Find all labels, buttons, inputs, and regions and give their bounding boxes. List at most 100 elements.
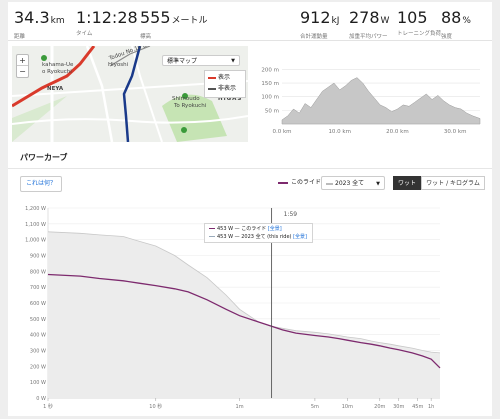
stat-training-load-label: トレーニング負荷 bbox=[397, 31, 442, 37]
rail-line bbox=[109, 46, 151, 67]
power-y-tick: 300 W bbox=[30, 349, 46, 355]
stat-weighted-power-unit: W bbox=[380, 16, 390, 26]
power-y-tick: 400 W bbox=[30, 333, 46, 339]
power-y-tick: 200 W bbox=[30, 364, 46, 370]
stat-distance-value: 34.3 bbox=[14, 8, 50, 27]
tooltip-best-text: 453 W — 2023 全て (this ride) bbox=[217, 234, 292, 240]
stat-time: 1:12:28 タイム bbox=[76, 8, 138, 38]
stat-energy-value: 912 bbox=[300, 8, 331, 27]
stats-bar: 34.3km 距離 1:12:28 タイム 555メートル 標高 912kJ 合… bbox=[8, 2, 492, 41]
elevation-svg: 200 m 150 m 100 m 50 m 0.0 km 10.0 km 20.0 km 3… bbox=[261, 67, 481, 135]
watt-per-kg-toggle[interactable]: ワット / キログラム bbox=[421, 176, 485, 190]
tooltip-row-ride: 453 W — このライド [全景] bbox=[209, 225, 282, 233]
legend-show-label: 表示 bbox=[218, 74, 231, 81]
cursor-time-label: 1:59 bbox=[284, 211, 298, 218]
stat-energy: 912kJ 合計運動量 bbox=[300, 8, 340, 41]
map-label: Shimoudo bbox=[172, 96, 200, 102]
power-y-tick: 0 W bbox=[36, 396, 46, 402]
elevation-y-tick: 200 m bbox=[261, 67, 279, 73]
power-x-tick: 30m bbox=[393, 404, 404, 410]
power-y-tick: 1,000 W bbox=[25, 238, 46, 244]
legend-hide-label: 非表示 bbox=[218, 85, 237, 92]
stat-time-value: 1:12:28 bbox=[76, 8, 138, 27]
stat-time-label: タイム bbox=[76, 31, 93, 37]
ride-legend: このライド bbox=[278, 178, 321, 188]
season-best-line bbox=[47, 231, 441, 354]
ride-legend-label: このライド bbox=[291, 179, 322, 186]
street bbox=[131, 46, 163, 142]
map-label: o Ryokuchi bbox=[42, 69, 72, 75]
watt-toggle[interactable]: ワット bbox=[393, 176, 421, 190]
stat-intensity-unit: % bbox=[462, 16, 471, 26]
tooltip-best-link[interactable]: [全景] bbox=[293, 234, 307, 240]
elevation-x-tick: 0.0 km bbox=[272, 129, 291, 135]
stat-weighted-power-label: 加重平均パワー bbox=[349, 34, 388, 40]
ride-power-line bbox=[47, 273, 441, 369]
power-y-tick: 800 W bbox=[30, 269, 46, 275]
tooltip-ride-link[interactable]: [全景] bbox=[267, 226, 282, 232]
stat-elevation-unit: メートル bbox=[171, 16, 208, 26]
zoom-in-button[interactable]: + bbox=[17, 55, 28, 66]
tooltip-ride-swatch bbox=[209, 227, 215, 230]
stat-elevation-value: 555 bbox=[140, 8, 171, 27]
elevation-x-tick: 10.0 km bbox=[328, 129, 351, 135]
stat-intensity: 88% 強度 bbox=[441, 9, 471, 41]
map-label: HIGAS bbox=[218, 96, 243, 102]
chevron-down-icon: ▼ bbox=[231, 58, 235, 64]
map-legend: 表示 非表示 bbox=[204, 70, 246, 98]
power-x-tick: 20m bbox=[374, 404, 385, 410]
power-y-tick: 500 W bbox=[30, 317, 46, 323]
map-label: To Ryokuchi bbox=[174, 103, 207, 109]
map-label: Hiyoshi bbox=[108, 62, 129, 68]
elevation-x-tick: 30.0 km bbox=[444, 129, 467, 135]
map-label: kahama-Ue bbox=[42, 62, 74, 68]
stat-distance-unit: km bbox=[50, 16, 65, 26]
activity-card: 34.3km 距離 1:12:28 タイム 555メートル 標高 912kJ 合… bbox=[8, 2, 492, 416]
main-road bbox=[12, 46, 96, 108]
power-x-tick: 1h bbox=[428, 404, 434, 410]
tooltip-best-swatch bbox=[209, 235, 215, 238]
power-x-tick: 45m bbox=[412, 404, 423, 410]
power-y-tick: 1,100 W bbox=[25, 222, 46, 228]
power-tooltip: 453 W — このライド [全景] 453 W — 2023 全て (this… bbox=[204, 223, 313, 243]
map-type-label: 標準マップ bbox=[167, 58, 198, 65]
season-best-area bbox=[48, 231, 440, 398]
elevation-y-tick: 50 m bbox=[265, 108, 279, 114]
park-marker-icon bbox=[41, 55, 47, 61]
stat-distance: 34.3km 距離 bbox=[14, 8, 65, 41]
power-y-tick: 700 W bbox=[30, 285, 46, 291]
year-swatch bbox=[326, 182, 333, 185]
stat-energy-unit: kJ bbox=[331, 16, 340, 26]
stat-weighted-power: 278W 加重平均パワー bbox=[349, 9, 390, 41]
legend-hide-row[interactable]: 非表示 bbox=[208, 84, 236, 94]
elevation-chart[interactable]: 200 m 150 m 100 m 50 m 0.0 km 10.0 km 20.0 km 3… bbox=[256, 56, 486, 140]
stat-energy-label: 合計運動量 bbox=[300, 34, 328, 40]
chevron-down-icon: ▼ bbox=[376, 181, 380, 187]
legend-swatch-red bbox=[208, 76, 216, 79]
zoom-out-button[interactable]: − bbox=[19, 67, 26, 76]
zoom-control: + − bbox=[16, 54, 29, 78]
power-x-tick: 5m bbox=[311, 404, 319, 410]
power-x-tick: 10m bbox=[342, 404, 353, 410]
park-marker-icon bbox=[181, 127, 187, 133]
street bbox=[85, 46, 114, 142]
tooltip-row-best: 453 W — 2023 全て (this ride) [全景] bbox=[209, 233, 307, 241]
power-y-tick: 100 W bbox=[30, 380, 46, 386]
year-select-label: 2023 全て bbox=[335, 180, 365, 187]
route-map[interactable]: Todou No.10 Line Hiyoshi kahama-Ue o Ryo… bbox=[12, 46, 248, 142]
section-divider bbox=[8, 168, 492, 169]
what-is-this-button[interactable]: これは何？ bbox=[20, 176, 63, 192]
power-curve-title: パワーカーブ bbox=[20, 153, 68, 162]
legend-show-row[interactable]: 表示 bbox=[208, 73, 230, 83]
power-y-tick: 600 W bbox=[30, 301, 46, 307]
park-marker-icon bbox=[182, 93, 188, 99]
park-area bbox=[162, 94, 227, 142]
map-type-select[interactable]: 標準マップ ▼ bbox=[162, 55, 240, 66]
elevation-y-tick: 100 m bbox=[261, 95, 279, 101]
year-select[interactable]: 2023 全て ▼ bbox=[321, 176, 385, 190]
tooltip-ride-text: 453 W — このライド bbox=[217, 226, 267, 232]
power-y-tick: 900 W bbox=[30, 254, 46, 260]
map-canvas bbox=[12, 46, 248, 142]
power-y-tick: 1,200 W bbox=[25, 206, 46, 212]
power-x-tick: 1m bbox=[236, 404, 244, 410]
